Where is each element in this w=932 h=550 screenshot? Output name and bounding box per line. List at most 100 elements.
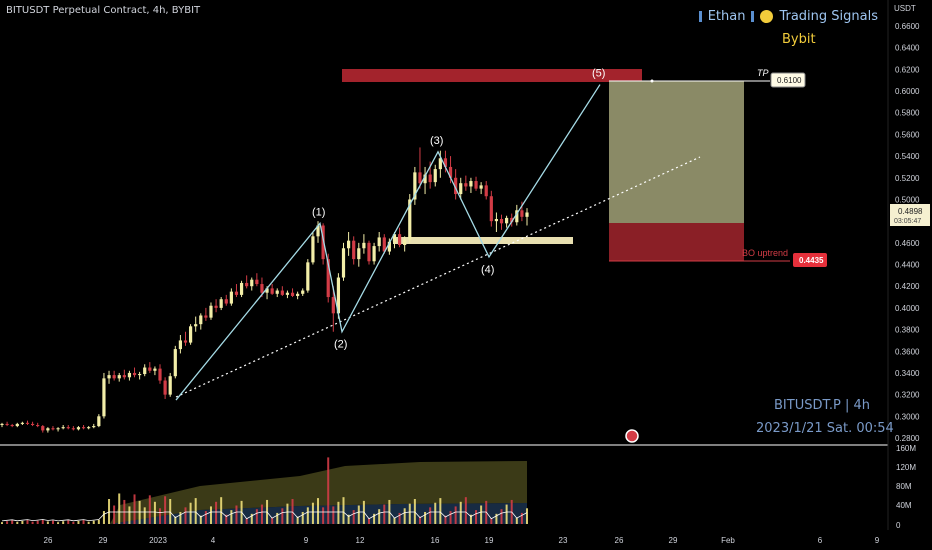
volume-bar	[26, 520, 29, 524]
volume-bar	[301, 511, 304, 524]
candle-body	[194, 324, 198, 327]
candle-body	[403, 239, 407, 246]
volume-bar	[403, 508, 406, 524]
volume-bar	[337, 501, 340, 524]
candle-body	[229, 291, 233, 304]
candle-body	[250, 279, 254, 287]
price-tick: 0.5400	[895, 152, 920, 161]
volume-bar	[322, 507, 325, 524]
volume-bar	[464, 497, 467, 524]
candles-group	[0, 147, 529, 433]
volume-bar	[194, 498, 197, 524]
candle-body	[418, 172, 422, 184]
volume-bar	[327, 457, 330, 524]
candle-body	[423, 174, 427, 184]
volume-bar	[352, 510, 355, 524]
candle-body	[153, 368, 157, 371]
volume-bar	[459, 501, 462, 524]
signal-name: Trading Signals	[779, 9, 878, 24]
candle-body	[448, 166, 453, 178]
candle-body	[66, 427, 70, 429]
candle-body	[102, 378, 106, 417]
price-tick: 0.4600	[895, 239, 920, 248]
volume-bar	[357, 505, 360, 524]
volume-bar	[250, 513, 253, 524]
candle-body	[265, 288, 269, 293]
volume-bar	[36, 520, 39, 524]
volume-bar	[11, 520, 14, 524]
volume-bar	[449, 511, 452, 524]
time-tick: 26	[615, 536, 624, 545]
candle-body	[76, 427, 81, 430]
volume-bar	[439, 498, 442, 524]
volume-bar	[434, 502, 437, 524]
volume-bar	[138, 500, 141, 524]
volume-bar	[133, 494, 136, 524]
time-tick: 2023	[149, 536, 167, 545]
volume-bar	[520, 512, 523, 524]
candle-body	[479, 185, 483, 189]
volume-bar	[378, 509, 381, 524]
time-tick: 16	[431, 536, 440, 545]
volume-bar	[174, 516, 177, 524]
candle-body	[474, 181, 478, 189]
time-axis[interactable]: 26 29 2023 4 9 12 16 19 23 26 29 Feb 6 9	[44, 536, 880, 545]
candle-body	[326, 259, 330, 298]
alert-icon[interactable]	[625, 429, 639, 443]
candle-body	[87, 427, 91, 429]
candle-body	[311, 236, 315, 263]
target-zone	[609, 81, 744, 223]
candle-body	[362, 242, 366, 249]
watermark-timestamp: 2023/1/21 Sat. 00:54	[756, 421, 894, 436]
volume-bar	[77, 520, 80, 524]
volume-bar	[398, 512, 401, 524]
volume-bar	[31, 521, 34, 524]
volume-bar	[286, 503, 289, 524]
candle-body	[30, 423, 35, 425]
time-tick: 26	[44, 536, 53, 545]
price-axis[interactable]: 0.6600 0.6400 0.6200 0.6000 0.5800 0.5600 0.54…	[895, 22, 920, 443]
candle-body	[321, 225, 325, 260]
candle-body	[0, 423, 4, 425]
candle-body	[489, 196, 493, 222]
time-tick: 4	[211, 536, 216, 545]
wave-label: (2)	[334, 339, 347, 351]
stop-price: 0.4435	[799, 256, 824, 265]
volume-bar	[306, 507, 309, 524]
candle-body	[377, 237, 381, 247]
volume-bar	[108, 499, 111, 524]
candle-body	[382, 237, 386, 252]
volume-bar	[291, 499, 294, 524]
candle-body	[520, 210, 524, 217]
candle-body	[270, 288, 274, 294]
candle-body	[494, 218, 499, 222]
candle-body	[525, 212, 529, 217]
candle-body	[428, 174, 432, 183]
price-tick: 0.4200	[895, 282, 920, 291]
volume-bar	[62, 521, 65, 524]
volume-bar	[454, 506, 457, 524]
candle-body	[392, 234, 397, 242]
candle-body	[387, 241, 391, 252]
signal-author: Ethan	[707, 9, 746, 24]
wave-path	[175, 84, 601, 401]
candle-body	[336, 277, 341, 314]
candle-body	[443, 158, 448, 167]
volume-bar	[67, 520, 70, 524]
time-tick: 12	[356, 536, 365, 545]
volume-bar	[429, 507, 432, 524]
price-tick: 0.3600	[895, 347, 920, 356]
wave-label: (5)	[592, 68, 605, 80]
volume-bar	[179, 511, 182, 524]
volume-bar	[92, 520, 95, 524]
price-tick: 0.5600	[895, 130, 920, 139]
price-tick: 0.3800	[895, 326, 920, 335]
volume-bar	[526, 508, 528, 524]
volume-bar	[230, 510, 233, 524]
candle-body	[117, 375, 121, 379]
candle-body	[92, 426, 96, 428]
price-tick: 0.5200	[895, 174, 920, 183]
separator-icon	[751, 11, 755, 22]
candle-body	[306, 262, 310, 291]
